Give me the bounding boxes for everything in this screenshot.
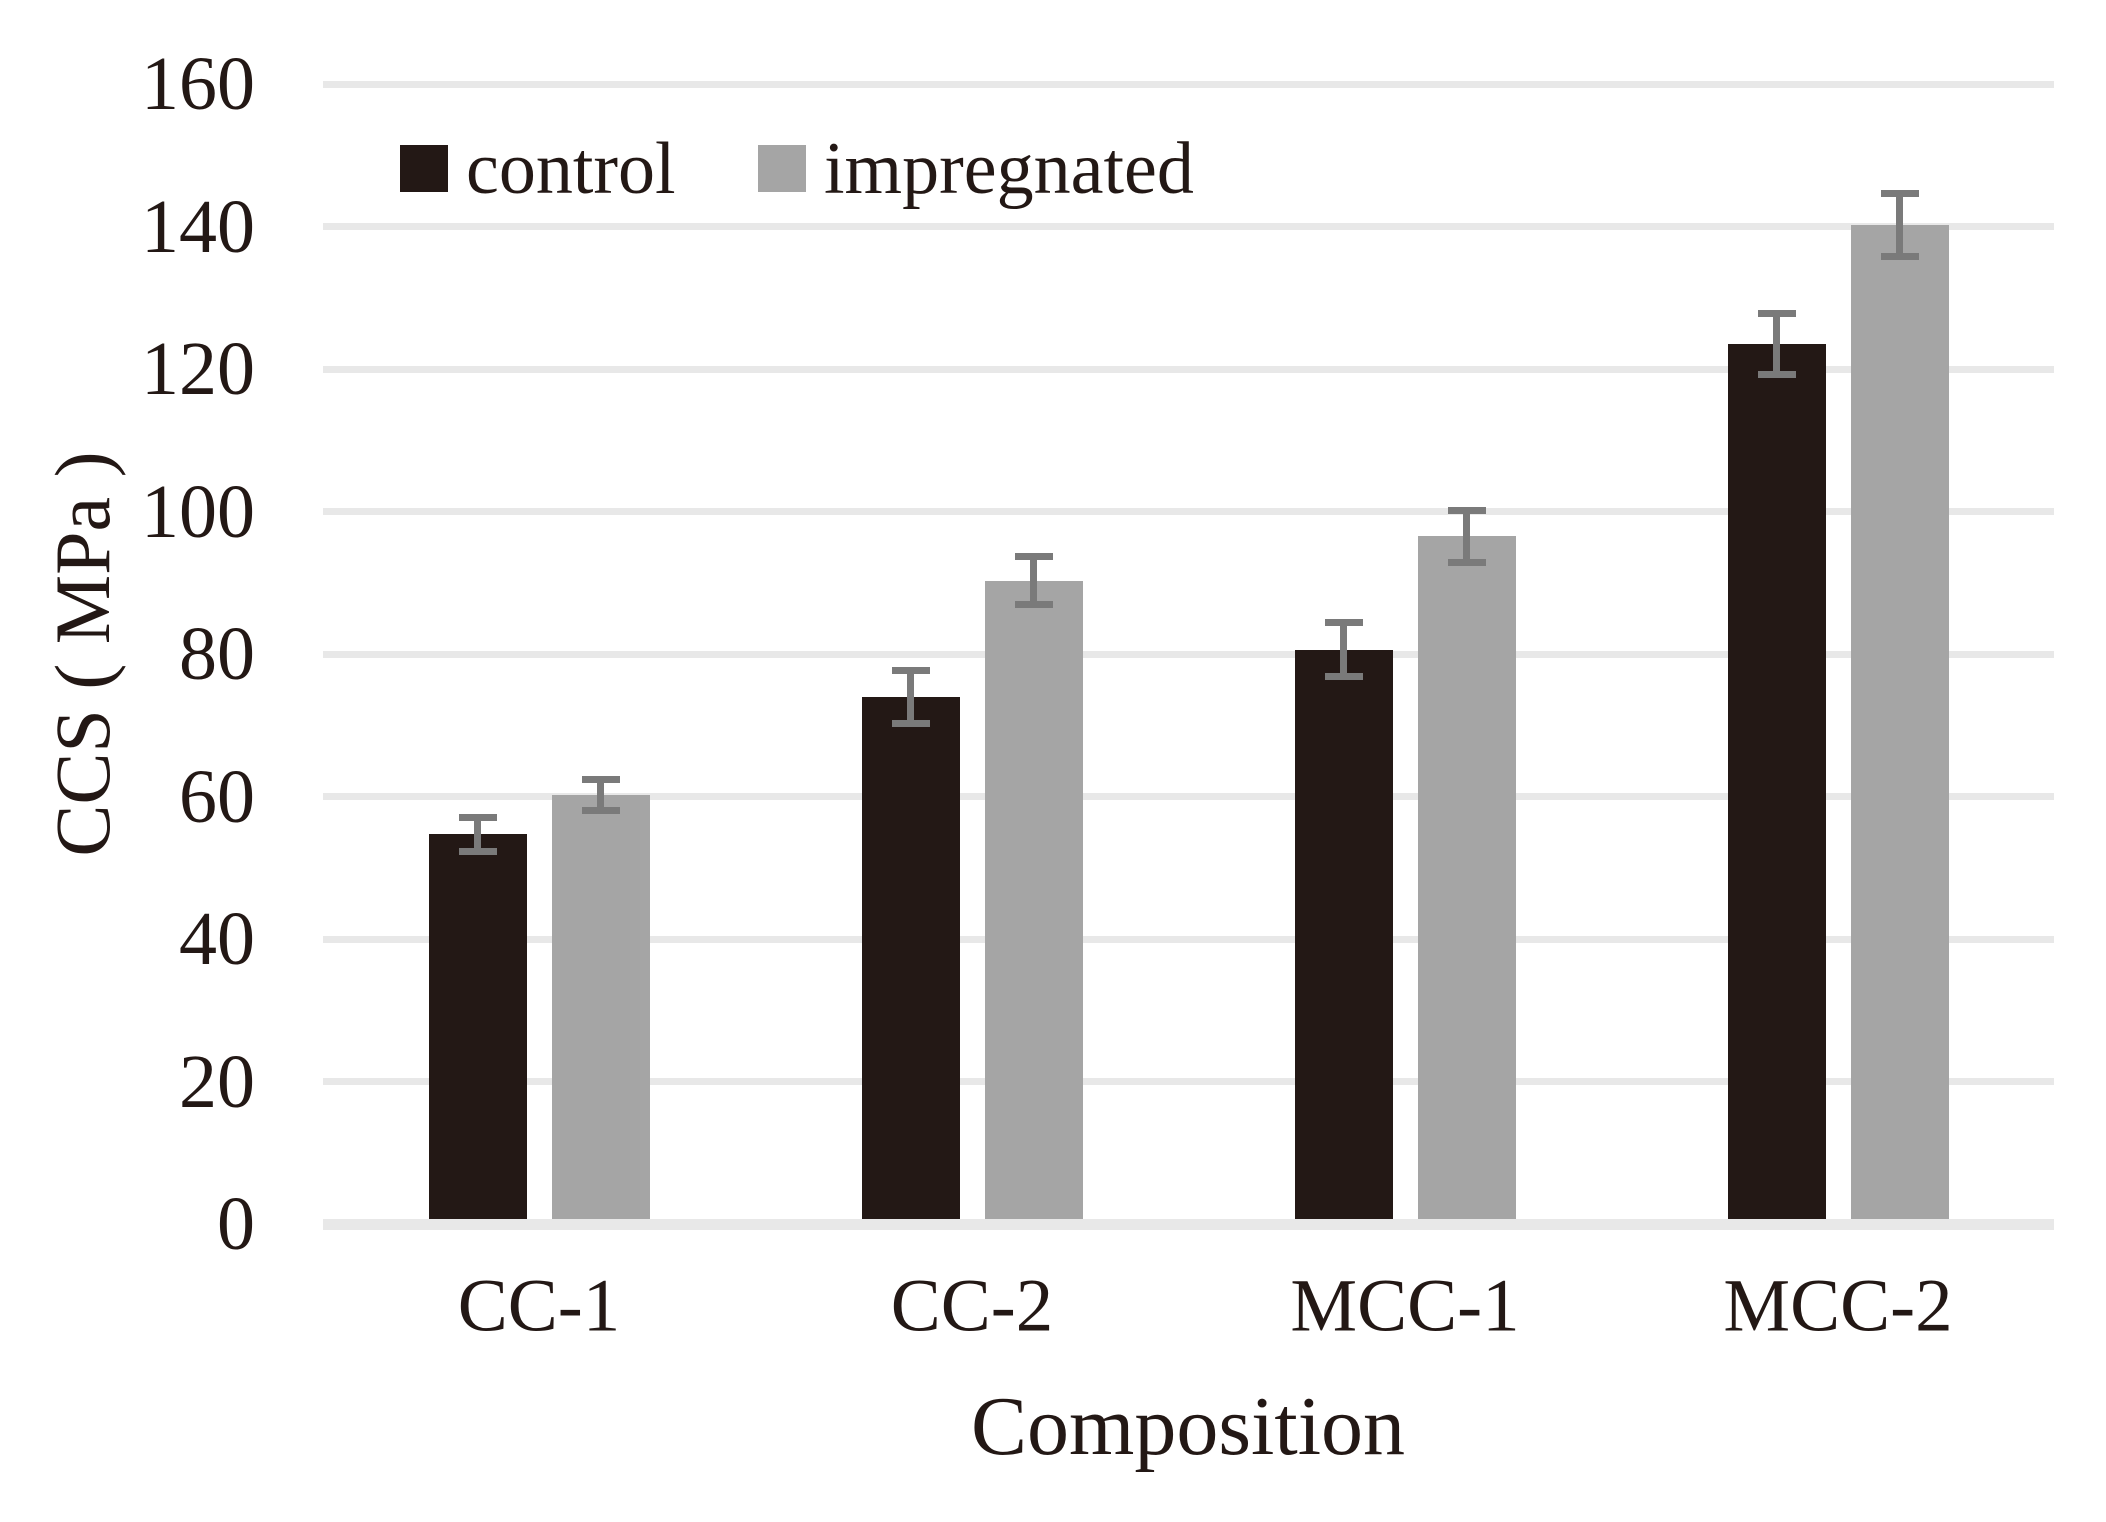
error-cap-bottom-impregnated-mcc-1 (1447, 558, 1486, 566)
error-cap-top-control-mcc-1 (1324, 619, 1363, 627)
bar-impregnated-mcc-1 (1417, 536, 1516, 1219)
gridline-40 (323, 936, 2054, 943)
x-category-label-cc-1: CC-1 (457, 1264, 621, 1348)
legend-swatch-control (400, 145, 448, 192)
y-tick-label-40: 40 (179, 897, 255, 981)
error-cap-top-impregnated-cc-2 (1014, 552, 1053, 560)
error-cap-bottom-control-cc-2 (891, 719, 930, 727)
legend-item-control: control (400, 132, 676, 206)
gridline-20 (323, 1078, 2054, 1085)
error-cap-top-impregnated-cc-1 (581, 775, 620, 783)
bar-control-mcc-1 (1294, 649, 1393, 1219)
gridline-160 (323, 81, 2054, 88)
y-tick-label-100: 100 (141, 469, 255, 554)
error-cap-bottom-impregnated-mcc-2 (1880, 252, 1919, 260)
error-bar-impregnated-cc-2 (1030, 556, 1037, 605)
error-cap-bottom-control-mcc-1 (1324, 673, 1363, 681)
x-category-label-mcc-2: MCC-2 (1723, 1264, 1953, 1348)
bar-control-cc-2 (861, 696, 960, 1219)
error-cap-bottom-impregnated-cc-2 (1014, 601, 1053, 609)
error-cap-bottom-impregnated-cc-1 (581, 807, 620, 815)
y-axis-title: CCS ( MPa ) (39, 451, 126, 857)
error-bar-control-mcc-2 (1773, 313, 1780, 375)
x-category-label-mcc-1: MCC-1 (1290, 1264, 1520, 1348)
y-tick-label-120: 120 (141, 327, 255, 411)
error-cap-top-control-mcc-2 (1757, 309, 1796, 317)
bar-control-mcc-2 (1727, 344, 1826, 1219)
error-cap-top-control-cc-2 (891, 666, 930, 674)
error-cap-bottom-control-cc-1 (458, 847, 497, 855)
gridline-80 (323, 651, 2054, 658)
bar-impregnated-cc-2 (984, 580, 1083, 1219)
error-bar-control-cc-2 (907, 670, 914, 724)
error-bar-control-mcc-1 (1340, 622, 1347, 677)
gridline-60 (323, 793, 2054, 800)
legend-label-control: control (466, 127, 676, 210)
error-bar-impregnated-cc-1 (597, 779, 604, 811)
legend-label-impregnated: impregnated (824, 127, 1194, 210)
error-cap-top-impregnated-mcc-1 (1447, 507, 1486, 515)
x-axis-title: Composition (970, 1380, 1406, 1473)
y-tick-label-0: 0 (217, 1182, 255, 1266)
x-axis-line (323, 1219, 2054, 1230)
y-tick-label-140: 140 (141, 184, 255, 269)
x-category-label-cc-2: CC-2 (890, 1264, 1054, 1348)
error-cap-top-control-cc-1 (458, 813, 497, 821)
error-bar-control-cc-1 (474, 817, 481, 852)
y-tick-label-20: 20 (179, 1039, 255, 1124)
bar-impregnated-mcc-2 (1850, 225, 1949, 1219)
legend-item-impregnated: impregnated (758, 132, 1194, 206)
y-tick-label-80: 80 (179, 612, 255, 696)
bar-control-cc-1 (428, 834, 527, 1219)
legend-swatch-impregnated (758, 145, 806, 192)
y-tick-label-60: 60 (179, 754, 255, 839)
gridline-100 (323, 508, 2054, 515)
gridline-120 (323, 366, 2054, 373)
error-cap-top-impregnated-mcc-2 (1880, 190, 1919, 198)
error-cap-bottom-control-mcc-2 (1757, 371, 1796, 379)
error-bar-impregnated-mcc-1 (1463, 510, 1470, 563)
y-tick-label-160: 160 (141, 42, 255, 126)
error-bar-impregnated-mcc-2 (1896, 193, 1903, 257)
bar-impregnated-cc-1 (551, 795, 650, 1219)
gridline-140 (323, 223, 2054, 230)
